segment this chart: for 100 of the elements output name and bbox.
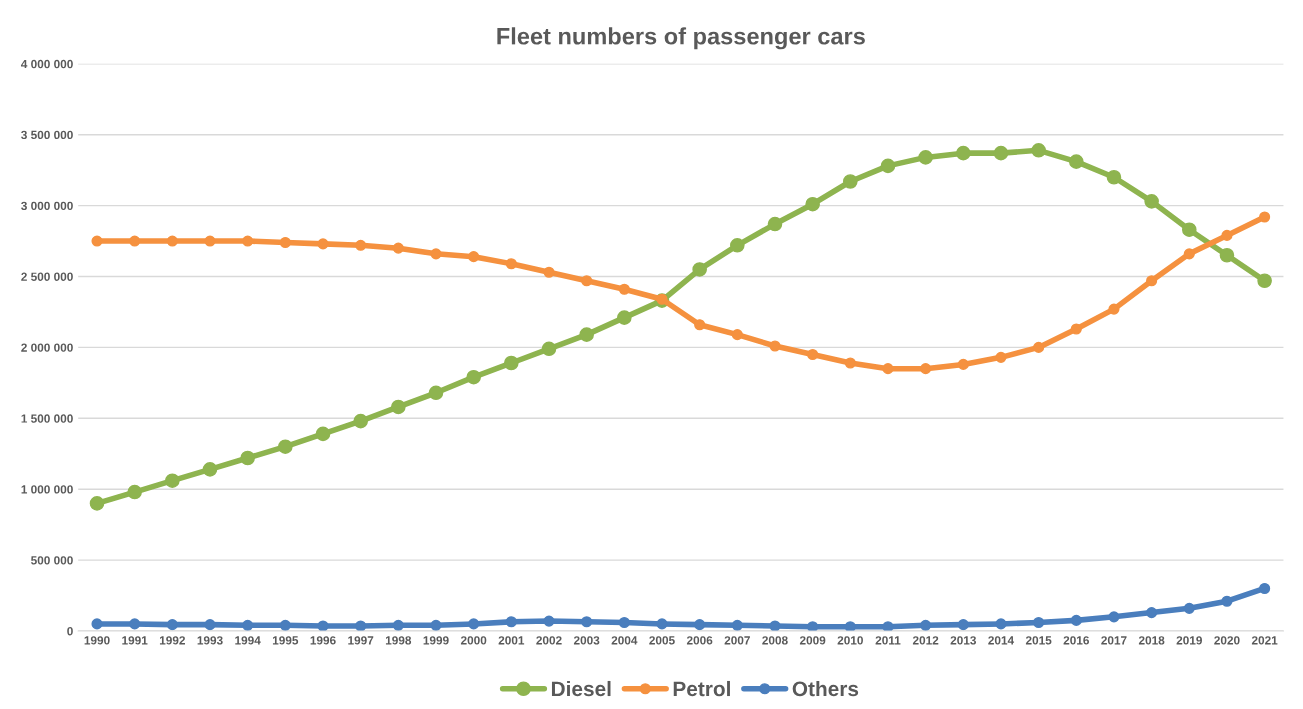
y-tick-label: 3 500 000 xyxy=(21,130,73,140)
x-tick-label: 2003 xyxy=(573,636,600,645)
x-tick-label: 2000 xyxy=(460,636,487,645)
point xyxy=(317,620,329,632)
point xyxy=(769,340,781,352)
point xyxy=(1146,275,1158,287)
x-tick-label: 2013 xyxy=(950,636,977,645)
point xyxy=(956,145,971,161)
x-tick-label: 2010 xyxy=(837,636,863,645)
point xyxy=(428,385,444,401)
point xyxy=(918,150,933,165)
point xyxy=(882,363,894,375)
point xyxy=(767,216,783,232)
x-tick-label: 1990 xyxy=(84,636,110,645)
x-tick-label: 2011 xyxy=(875,636,901,645)
point xyxy=(242,235,254,247)
legend-label: Others xyxy=(792,680,859,697)
point xyxy=(1108,611,1120,623)
point xyxy=(731,329,743,341)
x-tick-label: 2021 xyxy=(1251,636,1278,645)
y-tick-label: 500 000 xyxy=(31,556,73,565)
point xyxy=(1108,303,1120,315)
point xyxy=(165,473,180,488)
point xyxy=(581,275,593,287)
x-tick-label: 1998 xyxy=(385,636,412,645)
y-tick-label: 3 000 000 xyxy=(21,201,73,211)
point xyxy=(353,413,368,429)
point xyxy=(1146,607,1158,619)
x-tick-label: 1992 xyxy=(159,636,185,645)
point xyxy=(807,621,819,632)
point xyxy=(543,615,555,627)
point xyxy=(880,158,896,174)
point xyxy=(1182,222,1197,238)
point xyxy=(920,619,932,631)
x-tick-label: 2004 xyxy=(611,636,638,645)
point xyxy=(204,235,216,247)
point xyxy=(1259,582,1271,595)
x-tick-label: 1995 xyxy=(272,636,299,645)
point xyxy=(769,620,781,632)
point xyxy=(242,619,254,631)
point xyxy=(315,426,331,442)
point xyxy=(1031,143,1046,158)
point xyxy=(579,327,594,342)
x-tick-label: 2017 xyxy=(1101,636,1127,645)
point xyxy=(204,619,216,631)
point xyxy=(844,357,856,369)
point xyxy=(91,235,103,247)
point xyxy=(995,351,1007,363)
x-tick-label: 2009 xyxy=(799,636,826,645)
point xyxy=(1070,614,1082,626)
point xyxy=(807,348,819,361)
legend-label: Diesel xyxy=(551,680,611,697)
point xyxy=(957,358,969,370)
legend-label: Petrol xyxy=(673,680,730,697)
y-tick-label: 4 000 000 xyxy=(20,59,73,69)
point xyxy=(355,239,367,251)
point xyxy=(505,616,517,628)
point xyxy=(541,341,557,357)
point xyxy=(617,310,632,325)
point xyxy=(355,620,367,632)
point xyxy=(656,618,668,630)
point xyxy=(1033,341,1045,353)
point xyxy=(468,618,480,630)
point xyxy=(392,619,404,631)
point xyxy=(1144,194,1159,209)
point xyxy=(1259,211,1271,223)
point xyxy=(618,616,630,629)
point xyxy=(430,619,442,631)
point xyxy=(466,369,481,385)
point xyxy=(543,266,555,278)
x-tick-label: 1993 xyxy=(197,636,223,645)
point xyxy=(279,236,291,249)
x-tick-label: 1994 xyxy=(235,636,261,645)
point xyxy=(392,242,404,254)
point xyxy=(843,174,858,189)
x-tick-label: 2019 xyxy=(1176,636,1202,645)
point xyxy=(1257,273,1272,289)
point xyxy=(1221,595,1233,607)
x-tick-label: 2012 xyxy=(912,636,939,645)
point xyxy=(89,496,105,511)
y-tick-label: 2 500 000 xyxy=(21,272,73,281)
x-tick-label: 2005 xyxy=(649,636,675,645)
point xyxy=(805,196,820,212)
point xyxy=(618,283,630,295)
x-tick-label: 2002 xyxy=(536,636,562,645)
x-tick-label: 2006 xyxy=(686,636,713,645)
point xyxy=(694,319,706,331)
point xyxy=(129,618,141,630)
x-tick-label: 2018 xyxy=(1138,636,1165,645)
y-tick-label: 1 500 000 xyxy=(21,414,73,423)
point xyxy=(993,145,1009,161)
x-tick-label: 1996 xyxy=(310,636,336,645)
point xyxy=(1183,248,1195,260)
x-tick-label: 2007 xyxy=(724,636,750,645)
point xyxy=(91,618,103,630)
point xyxy=(957,619,969,631)
point xyxy=(1106,169,1122,185)
point xyxy=(279,619,291,631)
y-tick-label: 0 xyxy=(67,627,73,636)
point xyxy=(1183,602,1195,614)
